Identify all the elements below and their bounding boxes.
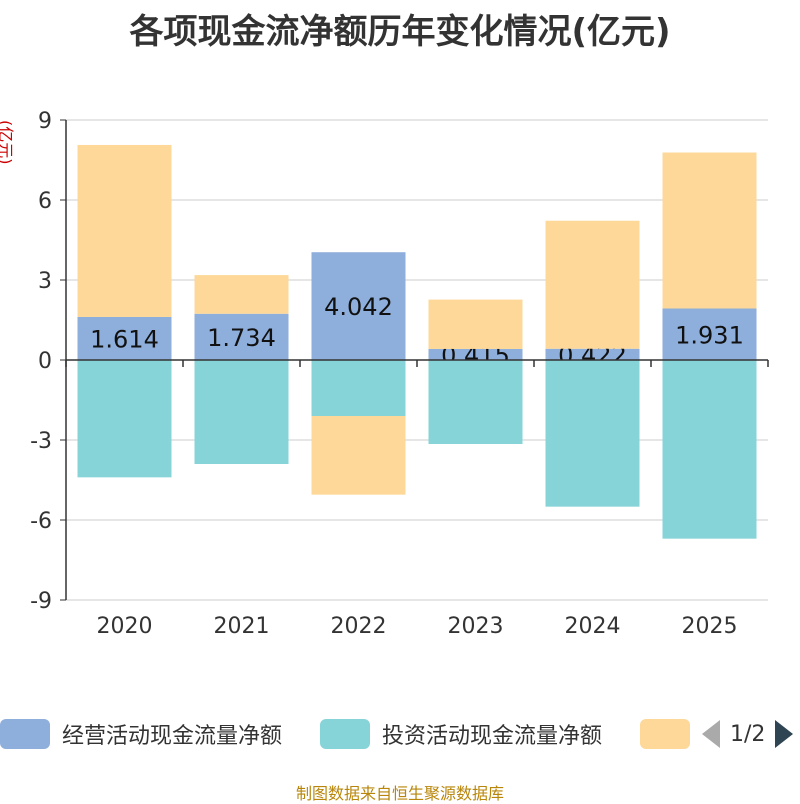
x-tick-label: 2023 — [448, 614, 504, 639]
legend-swatch-financing — [640, 719, 690, 749]
chart-title: 各项现金流净额历年变化情况(亿元) — [129, 12, 671, 52]
y-tick-label: 6 — [38, 189, 52, 214]
x-tick-label: 2025 — [682, 614, 738, 639]
y-tick-label: -6 — [30, 509, 52, 534]
y-tick-label: -9 — [30, 589, 52, 614]
legend: 经营活动现金流量净额 投资活动现金流量净额 1/2 — [0, 718, 800, 750]
data-label-2025: 1.931 — [675, 321, 744, 349]
data-label-2020: 1.614 — [90, 325, 159, 353]
legend-item-financing[interactable] — [640, 718, 690, 750]
bar-financing-2020 — [77, 144, 172, 317]
legend-item-operating[interactable]: 经营活动现金流量净额 — [0, 718, 282, 750]
bar-investing-2020 — [77, 360, 172, 478]
bar-financing-2022 — [311, 416, 406, 495]
data-source-note: 制图数据来自恒生聚源数据库 — [295, 784, 504, 803]
bar-investing-2023 — [428, 360, 523, 444]
legend-item-investing[interactable]: 投资活动现金流量净额 — [320, 718, 602, 750]
bar-investing-2021 — [194, 360, 289, 464]
legend-label-investing: 投资活动现金流量净额 — [382, 724, 603, 749]
x-tick-label: 2022 — [331, 614, 387, 639]
y-tick-label: -3 — [30, 429, 52, 454]
bar-operating-2025 — [662, 308, 757, 360]
legend-swatch-investing — [320, 719, 370, 749]
data-label-2021: 1.734 — [207, 324, 276, 352]
legend-prev-page-icon[interactable] — [702, 720, 720, 748]
y-tick-label: 9 — [38, 109, 52, 134]
bar-operating-2020 — [77, 316, 172, 360]
data-label-2022: 4.042 — [324, 293, 393, 321]
bar-operating-2023 — [428, 348, 523, 360]
legend-label-operating: 经营活动现金流量净额 — [62, 724, 283, 749]
bar-financing-2021 — [194, 275, 289, 314]
x-tick-label: 2020 — [97, 614, 153, 639]
bar-investing-2025 — [662, 360, 757, 539]
legend-next-page-icon[interactable] — [775, 720, 794, 748]
bar-operating-2021 — [194, 313, 289, 360]
y-tick-label: 0 — [38, 349, 52, 374]
legend-pager: 1/2 — [702, 718, 794, 750]
bar-financing-2023 — [428, 299, 523, 349]
y-axis-label: (亿元) — [0, 120, 15, 165]
legend-page-indicator: 1/2 — [730, 721, 766, 747]
bar-investing-2024 — [545, 360, 640, 507]
x-tick-label: 2021 — [214, 614, 270, 639]
bar-operating-2024 — [545, 348, 640, 360]
x-tick-label: 2024 — [565, 614, 621, 639]
bar-financing-2024 — [545, 220, 640, 349]
legend-swatch-operating — [0, 719, 50, 749]
bar-operating-2022 — [311, 252, 406, 360]
bar-financing-2025 — [662, 152, 757, 309]
y-tick-label: 3 — [38, 269, 52, 294]
bar-investing-2022 — [311, 360, 406, 416]
